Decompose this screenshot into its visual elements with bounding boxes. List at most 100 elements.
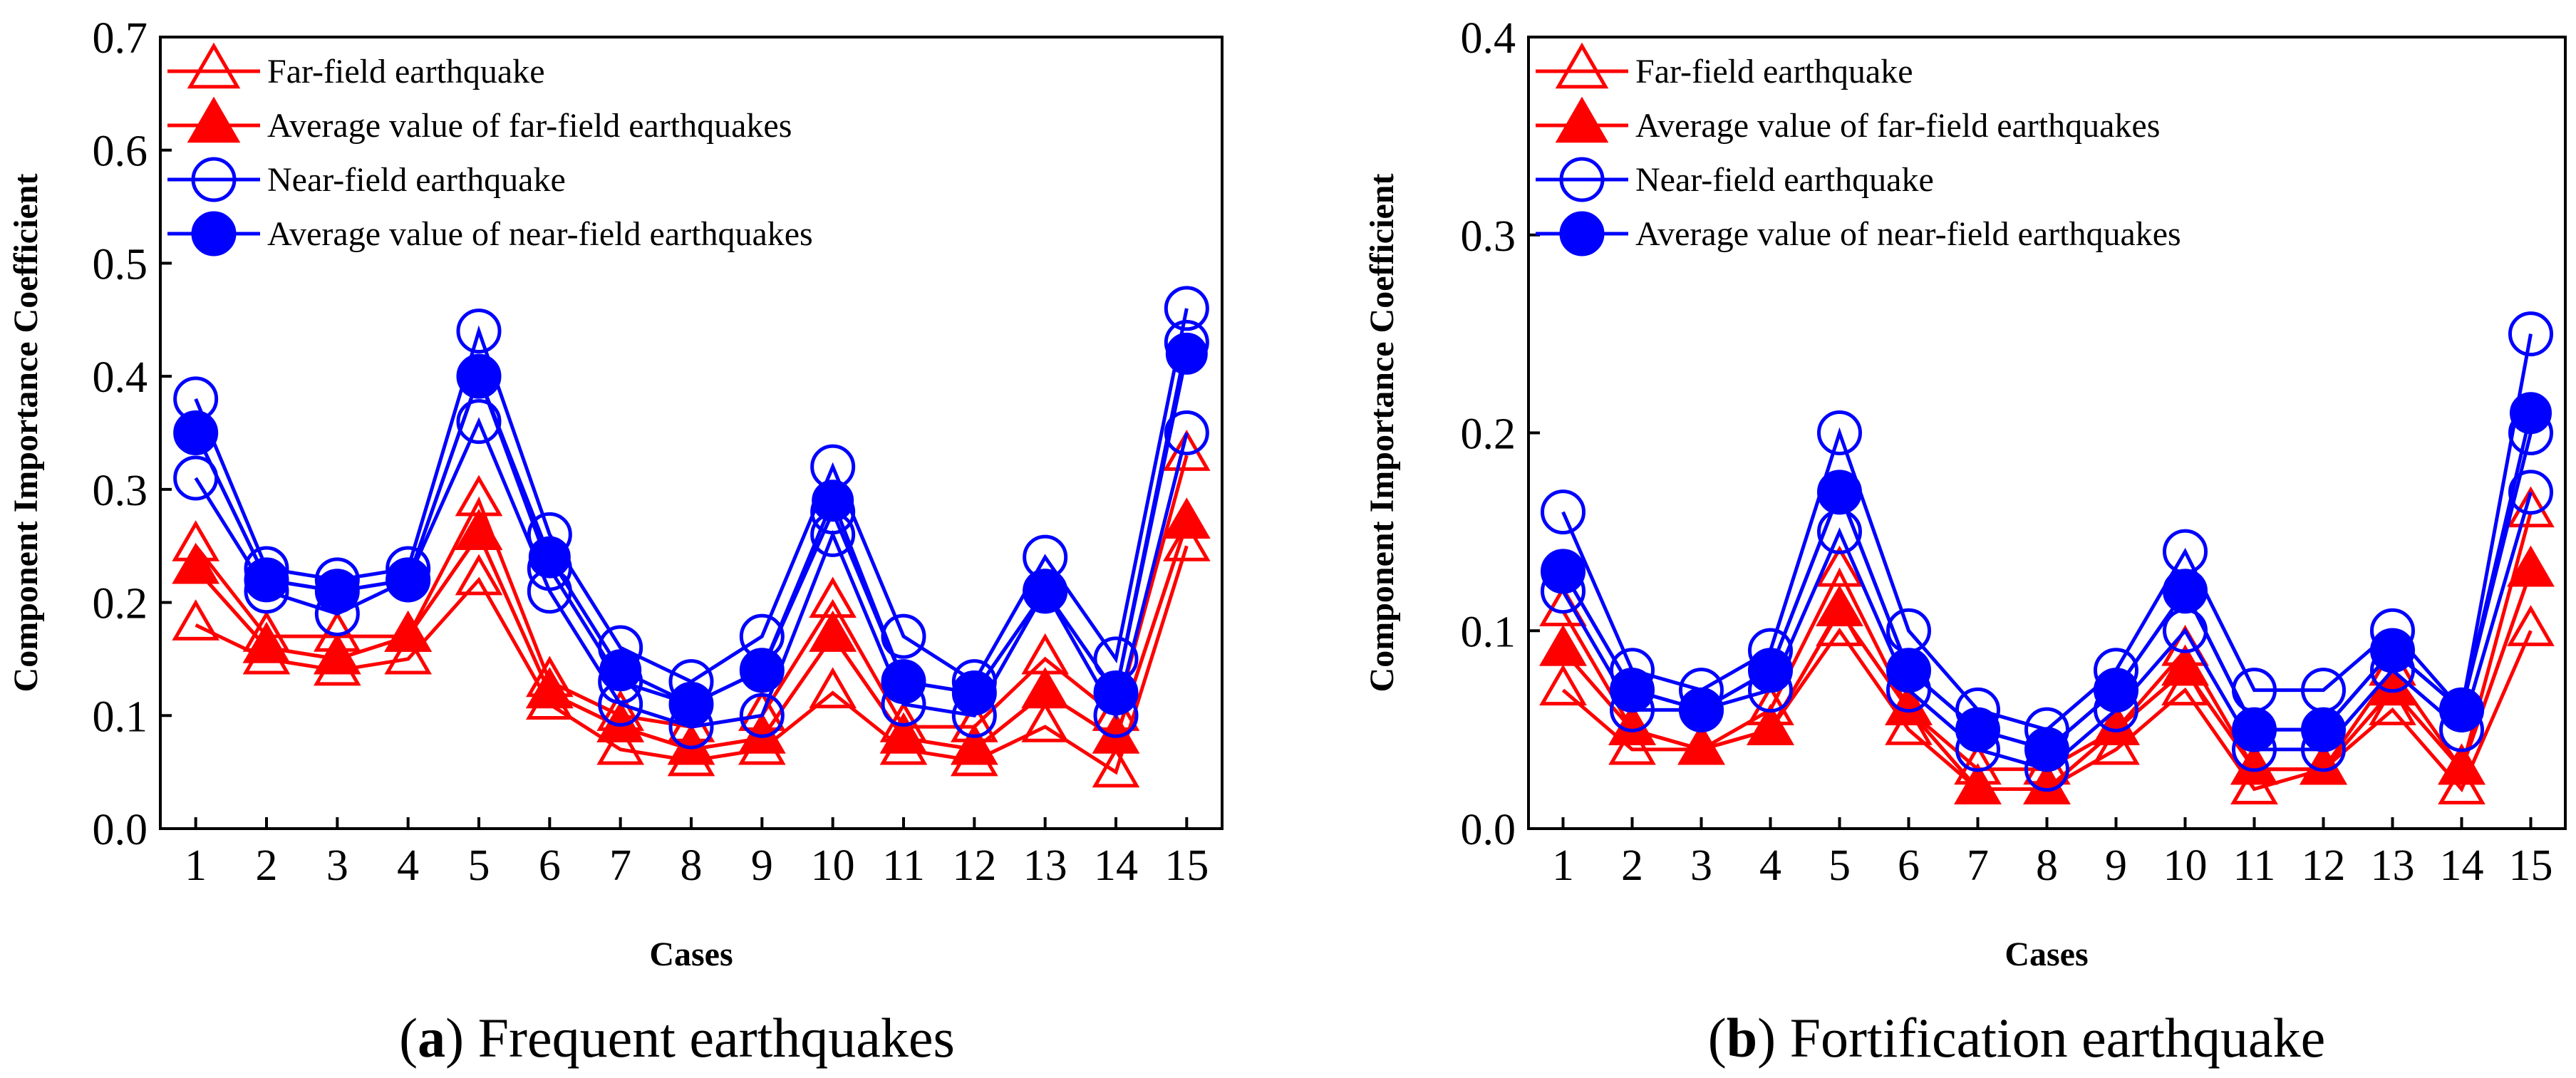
- panel-b-point-far-avg: [1677, 723, 1725, 765]
- panel-a-point-far: [1092, 746, 1140, 788]
- panel-b-point-near: [1817, 410, 1862, 455]
- panel-a-legend-label: Near-field earthquake: [267, 161, 566, 199]
- panel-b-x-tick-label: 14: [2440, 841, 2484, 890]
- panel-b-x-tick-label: 13: [2371, 841, 2415, 890]
- panel-b-point-near-avg: [2095, 669, 2137, 712]
- panel-b-point-far: [2507, 605, 2555, 646]
- panel-b-point-near: [1541, 489, 1586, 535]
- panel-b-point-far: [2230, 763, 2278, 805]
- panel-b-point-near-avg: [1749, 649, 1791, 692]
- panel-b-y-tick-label: 0.2: [1461, 410, 1516, 459]
- panel-b-y-axis-label: Component Importance Coefficient: [1363, 174, 1401, 693]
- panel-b-point-far-avg: [1747, 703, 1794, 745]
- panel-a-point-near: [739, 693, 785, 738]
- panel-a-x-tick-label: 2: [256, 841, 278, 890]
- panel-a-x-tick-label: 9: [751, 841, 773, 890]
- panel-a-y-tick-label: 0.0: [93, 806, 148, 854]
- panel-a-y-tick-label: 0.3: [93, 467, 148, 515]
- panel-a-legend-label: Far-field earthquake: [267, 53, 545, 90]
- panel-a-series-line-near: [194, 417, 1189, 729]
- panel-a-point-near-avg: [387, 559, 430, 601]
- panel-b-point-far: [2438, 763, 2486, 805]
- panel-b-point-far: [1608, 723, 1656, 765]
- panel-b-point-far-avg: [2369, 664, 2416, 706]
- panel-a-point-near-avg: [175, 412, 217, 454]
- panel-b-point-far-avg: [2161, 644, 2209, 686]
- panel-b-point-near-avg: [1819, 471, 1861, 514]
- panel-b-legend-marker: [1559, 157, 1605, 202]
- panel-a-point-far-avg: [384, 611, 432, 652]
- panel-a-point-far-avg: [1021, 667, 1069, 709]
- panel-b-x-axis-label: Cases: [2005, 936, 2088, 973]
- panel-b-point-near-avg: [1888, 649, 1930, 692]
- panel-b-point-far: [2507, 486, 2555, 528]
- panel-a-legend-marker: [187, 96, 241, 143]
- panel-b-point-far-avg: [1539, 624, 1587, 666]
- panel-a-x-tick-label: 6: [539, 841, 561, 890]
- panel-a-x-tick-label: 3: [326, 841, 348, 890]
- panel-b-caption-paren-open: (: [1708, 1007, 1727, 1069]
- panel-b-point-far: [1885, 703, 1933, 745]
- panel-b-x-tick-label: 6: [1898, 841, 1920, 890]
- panel-a-point-near-avg: [245, 559, 288, 601]
- panel-a-point-near-avg: [1024, 570, 1067, 613]
- panel-a-legend-label: Average value of near-field earthquakes: [267, 215, 813, 253]
- panel-b-point-near-avg: [1542, 550, 1584, 593]
- panel-b-point-far: [2092, 723, 2140, 765]
- panel-b-legend-marker: [1555, 42, 1609, 89]
- panel-a-point-near-avg: [670, 683, 713, 725]
- panel-b-x-tick-label: 3: [1690, 841, 1712, 890]
- panel-b-point-far-avg: [2438, 743, 2486, 785]
- panel-b-point-far-avg: [1816, 585, 1863, 627]
- panel-a-point-near-avg: [812, 480, 854, 522]
- panel-a-point-near-avg: [316, 570, 358, 613]
- panel-b-x-tick-label: 1: [1552, 841, 1574, 890]
- panel-b-x-tick-label: 7: [1967, 841, 1989, 890]
- panel-a-y-tick-label: 0.2: [93, 580, 148, 628]
- panel-a-x-tick-label: 11: [882, 841, 925, 890]
- panel-a-y-tick-label: 0.6: [93, 128, 148, 176]
- panel-a-point-near-avg: [528, 536, 571, 579]
- panel-b-point-near-avg: [2371, 629, 2414, 672]
- panel-a-point-far-avg: [172, 542, 219, 584]
- panel-a-legend-label: Average value of far-field earthquakes: [267, 107, 792, 145]
- panel-a-x-tick-label: 14: [1094, 841, 1138, 890]
- panel-a-x-tick-label: 7: [609, 841, 631, 890]
- panel-a-x-tick-label: 13: [1023, 841, 1067, 890]
- panel-a-point-far-avg: [314, 633, 361, 675]
- panel-a-point-far: [1021, 701, 1069, 742]
- panel-b-caption-title: Fortification earthquake: [1776, 1007, 2325, 1069]
- panel-b-x-tick-label: 4: [1759, 841, 1781, 890]
- panel-b-point-far-avg: [2092, 703, 2140, 745]
- panel-a-x-axis-label: Cases: [649, 936, 733, 973]
- panel-b-y-tick-label: 0.0: [1461, 806, 1516, 854]
- panel-b-caption: (b) Fortification earthquake: [1708, 1007, 2325, 1069]
- panel-b-point-near-avg: [2026, 728, 2068, 771]
- panel-b-legend-marker: [1559, 211, 1605, 256]
- panel-b-point-far: [1539, 664, 1587, 706]
- panel-b-caption-letter: b: [1727, 1007, 1757, 1069]
- panel-b-point-far: [1816, 545, 1863, 587]
- panel-b-x-tick-label: 12: [2302, 841, 2346, 890]
- panel-b-legend-label: Far-field earthquake: [1635, 53, 1913, 90]
- panel-a-caption-letter: a: [418, 1007, 445, 1069]
- panel-a-point-far-avg: [879, 712, 928, 754]
- panel-a-point-far-avg: [951, 723, 998, 765]
- panel-b-legend-label: Near-field earthquake: [1635, 161, 1934, 199]
- panel-a-point-far: [172, 599, 219, 641]
- panel-b-point-far-avg: [1885, 684, 1933, 725]
- panel-a-point-near-avg: [953, 672, 995, 715]
- panel-a-point-near-avg: [740, 649, 783, 692]
- panel-a-point-near-avg: [1095, 672, 1137, 715]
- panel-b-legend-label: Average value of near-field earthquakes: [1635, 215, 2181, 253]
- panel-a-point-far: [1163, 520, 1211, 561]
- panel-b-x-tick-label: 10: [2163, 841, 2208, 890]
- panel-a-point-near-avg: [1165, 332, 1208, 375]
- panel-b-point-near-avg: [1611, 669, 1653, 712]
- panel-a-caption: (a) Frequent earthquakes: [399, 1007, 955, 1069]
- panel-b-x-tick-label: 9: [2105, 841, 2127, 890]
- panel-b-point-far-avg: [1954, 763, 2002, 805]
- panel-a-y-tick-label: 0.7: [93, 14, 148, 63]
- panel-b-point-far-avg: [2507, 545, 2555, 587]
- panel-b-x-tick-label: 2: [1621, 841, 1643, 890]
